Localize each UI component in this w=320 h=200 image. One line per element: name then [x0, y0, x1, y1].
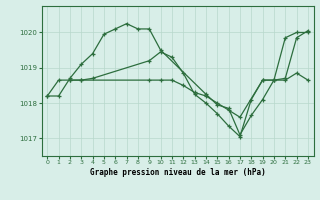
X-axis label: Graphe pression niveau de la mer (hPa): Graphe pression niveau de la mer (hPa)	[90, 168, 266, 177]
